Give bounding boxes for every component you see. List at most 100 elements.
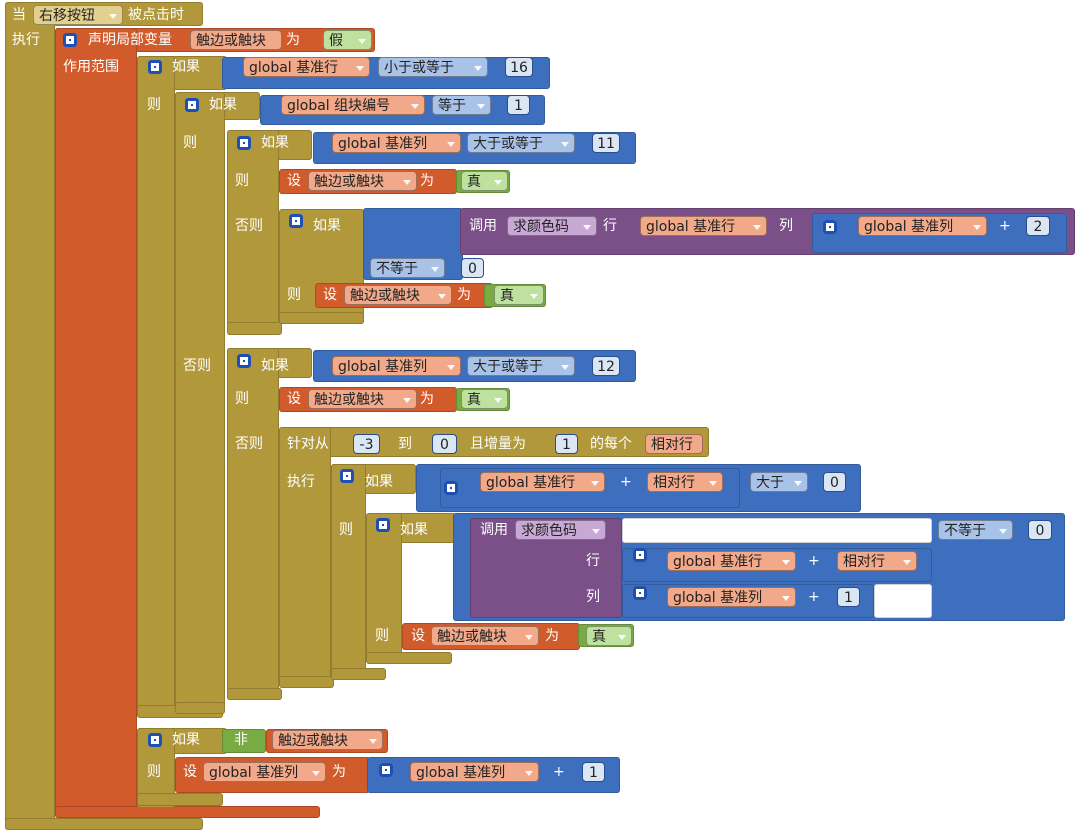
number-field[interactable]: 0	[432, 434, 457, 454]
variable-dropdown[interactable]: global 基准列	[203, 762, 326, 782]
variable-dropdown[interactable]: global 基准行	[480, 472, 605, 492]
number-field[interactable]: 0	[1028, 520, 1052, 540]
gear-icon[interactable]	[63, 33, 77, 47]
variable-dropdown[interactable]: 相对行	[837, 551, 917, 571]
block-label: 则	[287, 287, 301, 303]
variable-name-field[interactable]: 相对行	[645, 434, 703, 454]
boolean-dropdown[interactable]: 假	[323, 30, 372, 50]
variable-dropdown[interactable]: global 基准行	[640, 216, 767, 236]
procedure-dropdown[interactable]: 求颜色码	[515, 520, 606, 540]
boolean-dropdown[interactable]: 真	[461, 171, 508, 191]
operator-dropdown[interactable]: 大于	[750, 472, 808, 492]
component-dropdown[interactable]: 右移按钮	[33, 5, 123, 25]
block	[279, 676, 334, 688]
variable-dropdown[interactable]: 触边或触块	[431, 626, 539, 646]
block	[227, 688, 282, 700]
number-field[interactable]: -3	[353, 434, 380, 454]
procedure-dropdown[interactable]: 求颜色码	[507, 216, 597, 236]
variable-dropdown[interactable]: global 基准列	[410, 762, 539, 782]
block	[5, 818, 203, 830]
variable-dropdown[interactable]: global 基准行	[243, 57, 370, 77]
boolean-dropdown[interactable]: 真	[586, 626, 632, 646]
block	[366, 652, 452, 664]
number-field[interactable]: 0	[461, 258, 484, 278]
variable-dropdown[interactable]: global 基准列	[332, 356, 461, 376]
gear-icon[interactable]	[379, 763, 393, 777]
block-label: 调用	[469, 218, 497, 234]
gear-icon[interactable]	[237, 354, 251, 368]
operator-dropdown[interactable]: 大于或等于	[467, 356, 575, 376]
number-field[interactable]: 0	[823, 472, 846, 492]
number-field[interactable]: 16	[505, 57, 533, 77]
block-label: 行	[603, 218, 617, 234]
block-label: 被点击时	[128, 7, 184, 23]
variable-dropdown[interactable]: global 基准列	[667, 587, 796, 607]
block-label: 则	[147, 97, 161, 113]
gear-icon[interactable]	[148, 733, 162, 747]
block-label: 且增量为	[470, 436, 526, 452]
variable-dropdown[interactable]: 触边或触块	[272, 730, 383, 750]
variable-dropdown[interactable]: 相对行	[647, 472, 723, 492]
block-label: 当	[12, 7, 26, 23]
variable-dropdown[interactable]: global 基准行	[667, 551, 796, 571]
block-label: 设	[323, 287, 337, 303]
variable-dropdown[interactable]: 触边或触块	[308, 389, 417, 409]
gear-icon[interactable]	[289, 214, 303, 228]
number-field[interactable]: 2	[1026, 216, 1050, 236]
number-field[interactable]: 12	[592, 356, 620, 376]
block	[622, 518, 932, 543]
gear-icon[interactable]	[633, 586, 647, 600]
boolean-dropdown[interactable]: 真	[494, 285, 544, 305]
block	[279, 312, 364, 324]
operator-dropdown[interactable]: 大于或等于	[467, 133, 575, 153]
block-label: 为	[545, 628, 559, 644]
boolean-dropdown[interactable]: 真	[461, 389, 508, 409]
block-label: 为	[420, 173, 434, 189]
block	[55, 806, 320, 818]
block-label: 设	[411, 628, 425, 644]
block-label: 则	[183, 135, 197, 151]
operator-dropdown[interactable]: 不等于	[370, 258, 445, 278]
block-label: 非	[234, 732, 248, 748]
number-field[interactable]: 1	[507, 95, 530, 115]
number-field[interactable]: 1	[582, 762, 605, 782]
block-label: 作用范围	[63, 59, 119, 75]
gear-icon[interactable]	[148, 60, 162, 74]
variable-dropdown[interactable]: 触边或触块	[308, 171, 417, 191]
gear-icon[interactable]	[237, 136, 251, 150]
block-label: 列	[779, 218, 793, 234]
block	[137, 793, 223, 806]
variable-dropdown[interactable]: 触边或触块	[344, 285, 452, 305]
block	[331, 464, 366, 679]
variable-dropdown[interactable]: global 组块编号	[281, 95, 425, 115]
block	[137, 56, 175, 718]
block-label: +	[808, 553, 820, 569]
operator-dropdown[interactable]: 不等于	[938, 520, 1013, 540]
block-label: 为	[457, 287, 471, 303]
gear-icon[interactable]	[823, 220, 837, 234]
block	[175, 92, 225, 714]
operator-dropdown[interactable]: 小于或等于	[378, 57, 488, 77]
block-label: +	[620, 474, 632, 490]
variable-name-field[interactable]: 触边或触块	[190, 30, 282, 50]
block-label: 如果	[172, 59, 200, 75]
gear-icon[interactable]	[444, 481, 458, 495]
number-field[interactable]: 1	[837, 587, 860, 607]
gear-icon[interactable]	[376, 518, 390, 532]
block-label: 设	[287, 173, 301, 189]
gear-icon[interactable]	[633, 548, 647, 562]
operator-dropdown[interactable]: 等于	[432, 95, 491, 115]
variable-dropdown[interactable]: global 基准列	[332, 133, 461, 153]
block-label: +	[808, 589, 820, 605]
gear-icon[interactable]	[185, 98, 199, 112]
block-label: 如果	[172, 732, 200, 748]
block-label: 为	[332, 764, 346, 780]
block-label: 则	[235, 173, 249, 189]
block	[366, 513, 402, 663]
gear-icon[interactable]	[340, 469, 354, 483]
block-label: 的每个	[590, 436, 632, 452]
number-field[interactable]: 1	[555, 434, 578, 454]
variable-dropdown[interactable]: global 基准列	[858, 216, 987, 236]
number-field[interactable]: 11	[592, 133, 620, 153]
block-label: +	[999, 218, 1011, 234]
